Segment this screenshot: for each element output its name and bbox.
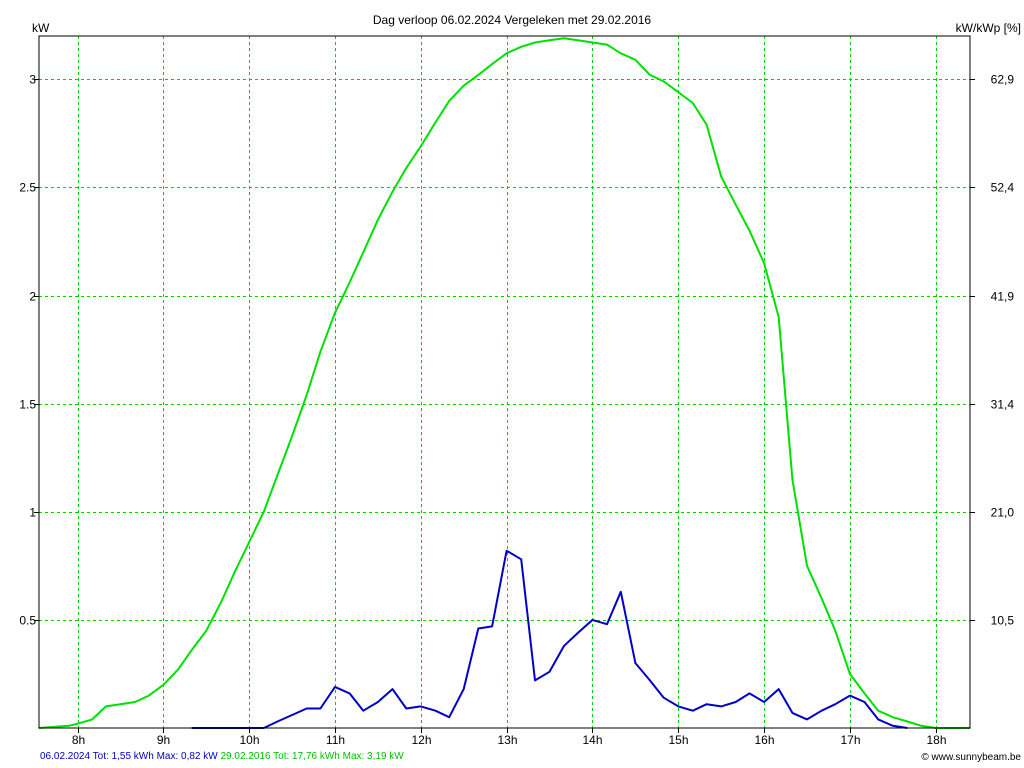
axis-ticks: 8h 9h 10h 11h 12h 13h 14h 15h 16h 17h 18h 0.5 1 1.5 2 2…: [19, 73, 1014, 748]
y-axis-label-right: kW/kWp [%]: [956, 21, 1021, 35]
x-tick-label: 12h: [411, 733, 431, 747]
footer-legend: 06.02.2024 Tot: 1,55 kWh Max: 0,82 kW 29…: [40, 751, 404, 762]
plot-frame: [38, 35, 971, 729]
series-lines: [38, 37, 970, 729]
y-tick-label-left: 1.5: [19, 398, 36, 412]
y-tick-label-right: 10,5: [991, 614, 1015, 628]
x-tick-label: 9h: [157, 733, 170, 747]
series-line-29.02.2016: [38, 37, 970, 729]
x-tick-label: 16h: [754, 733, 774, 747]
chart-title: Dag verloop 06.02.2024 Vergeleken met 29…: [373, 13, 652, 27]
x-tick-label: 8h: [72, 733, 85, 747]
grid-lines: [39, 36, 970, 728]
y-tick-label-right: 41,9: [991, 290, 1015, 304]
y-tick-label-left: 1: [29, 506, 36, 520]
y-tick-label-right: 31,4: [991, 398, 1015, 412]
y-tick-label-left: 2.5: [19, 181, 36, 195]
x-tick-label: 14h: [582, 733, 602, 747]
y-axis-label-left: kW: [32, 21, 50, 35]
y-tick-label-right: 62,9: [991, 73, 1015, 87]
legend-entry-green: 29.02.2016 Tot: 17,76 kWh Max: 3,19 kW: [220, 751, 404, 762]
y-tick-label-right: 21,0: [991, 506, 1015, 520]
x-tick-label: 18h: [926, 733, 946, 747]
x-tick-label: 13h: [497, 733, 517, 747]
x-tick-label: 15h: [668, 733, 688, 747]
y-tick-label-left: 0.5: [19, 614, 36, 628]
credit-text: © www.sunnybeam.be: [921, 752, 1021, 763]
legend-entry-blue: 06.02.2024 Tot: 1,55 kWh Max: 0,82 kW: [40, 751, 218, 762]
y-tick-label-right: 52,4: [991, 181, 1015, 195]
x-tick-label: 17h: [840, 733, 860, 747]
x-tick-label: 10h: [239, 733, 259, 747]
x-tick-label: 11h: [326, 733, 345, 747]
y-tick-label-left: 2: [29, 290, 36, 304]
y-tick-label-left: 3: [29, 73, 36, 87]
series-line-06.02.2024: [191, 549, 908, 729]
